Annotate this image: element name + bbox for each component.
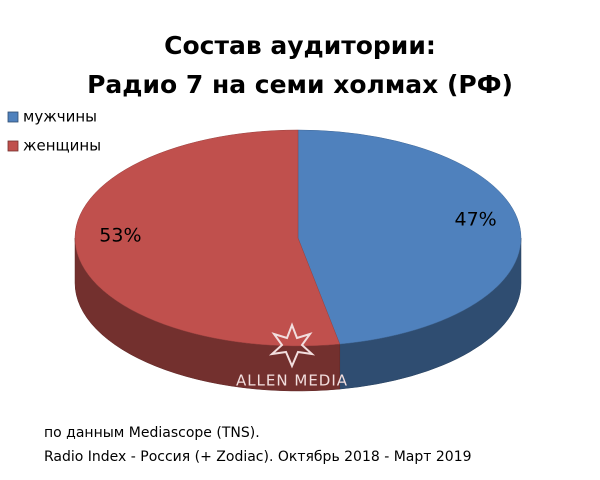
legend-swatch — [7, 140, 19, 152]
legend: мужчины женщины — [7, 108, 101, 155]
chart-title: Состав аудитории: — [164, 31, 436, 60]
data-label: 53% — [99, 225, 141, 247]
source-note: по данным Mediascope (TNS). — [44, 425, 260, 441]
watermark: ALLEN MEDIA — [236, 372, 348, 390]
legend-swatch — [7, 111, 19, 123]
legend-label: женщины — [23, 137, 101, 155]
pie-top — [74, 129, 341, 347]
pie-top — [297, 129, 522, 345]
data-label: 47% — [454, 208, 496, 230]
watermark-icon — [268, 322, 316, 369]
pie-slice — [297, 129, 522, 390]
legend-label: мужчины — [23, 108, 97, 126]
chart-title: Радио 7 на семи холмах (РФ) — [87, 70, 513, 99]
pie: 47% 53% — [74, 129, 522, 392]
source-note: Radio Index - Россия (+ Zodiac). Октябрь… — [44, 449, 472, 465]
